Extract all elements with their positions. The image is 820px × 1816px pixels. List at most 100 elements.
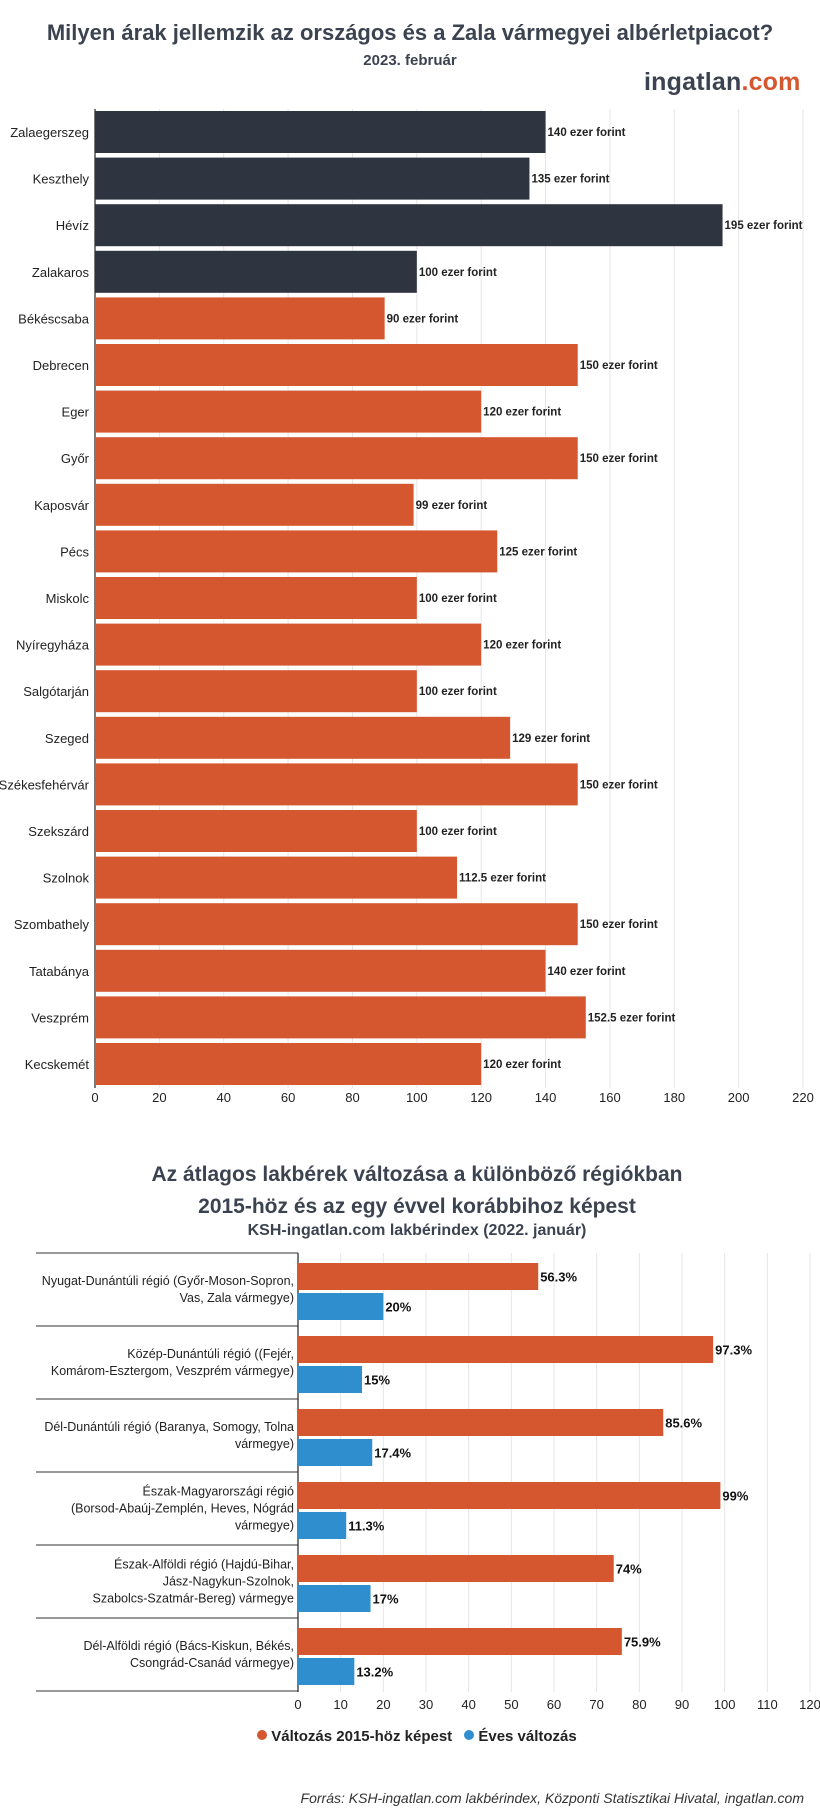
chart-legend: Változás 2015-höz képest Éves változás <box>0 1728 820 1745</box>
value-label: 100 ezer forint <box>419 826 497 838</box>
category-label: Szolnok <box>43 871 90 886</box>
value-label: 152.5 ezer forint <box>588 1012 676 1024</box>
region-label: Közép-Dunántúli régió ((Fejér, <box>127 1347 294 1361</box>
x-tick-label: 0 <box>294 1697 301 1712</box>
value-label-2015: 74% <box>616 1562 642 1577</box>
region-label: Észak-Magyarországi régió <box>143 1484 294 1499</box>
value-label: 125 ezer forint <box>499 546 577 558</box>
x-tick-label: 40 <box>461 1697 475 1712</box>
bar <box>95 111 546 153</box>
bar-change-2015 <box>298 1263 539 1290</box>
category-label: Debrecen <box>33 358 89 373</box>
category-label: Győr <box>61 451 90 466</box>
value-label: 120 ezer forint <box>483 640 561 652</box>
rent-price-bar-chart: 0 20 40 60 80 100 120 140 160 180 200 220 Zalaegersz… <box>0 109 814 1105</box>
category-label: Kecskemét <box>25 1057 90 1072</box>
x-tick-label: 120 <box>799 1697 820 1712</box>
x-tick-label: 140 <box>535 1090 557 1105</box>
x-tick-label: 50 <box>504 1697 518 1712</box>
bar <box>95 716 511 759</box>
bar <box>95 437 578 480</box>
x-tick-label: 160 <box>599 1090 621 1105</box>
bar-annual-change <box>298 1366 362 1393</box>
bar-annual-change <box>298 1585 371 1612</box>
x-tick-label: 100 <box>714 1697 736 1712</box>
category-label: Hévíz <box>56 218 89 233</box>
value-label: 195 ezer forint <box>725 220 803 232</box>
category-label: Székesfehérvár <box>0 777 90 792</box>
bar-change-2015 <box>298 1409 664 1436</box>
bar-change-2015 <box>298 1555 614 1582</box>
legend-item-annual: Éves változás <box>464 1728 577 1745</box>
category-label: Szekszárd <box>28 824 89 839</box>
bar <box>95 344 578 386</box>
x-tick-label: 30 <box>419 1697 433 1712</box>
category-label: Nyíregyháza <box>16 638 90 653</box>
x-tick-label: 0 <box>91 1090 98 1105</box>
category-label: Békéscsaba <box>18 311 90 326</box>
second-chart-title-line2: 2015-höz és az egy évvel korábbihoz képe… <box>198 1195 636 1218</box>
x-tick-label: 90 <box>675 1697 689 1712</box>
x-tick-label: 60 <box>547 1697 561 1712</box>
region-label: Szabolcs-Szatmár-Bereg) vármegye <box>93 1592 295 1606</box>
region-label: (Borsod-Abaúj-Zemplén, Heves, Nógrád <box>71 1502 294 1516</box>
x-tick-label: 70 <box>589 1697 603 1712</box>
x-tick-label: 120 <box>470 1090 492 1105</box>
region-label: vármegye) <box>235 1519 294 1533</box>
category-label: Zalaegerszeg <box>10 125 89 140</box>
category-label: Szombathely <box>14 917 90 932</box>
value-label: 140 ezer forint <box>548 127 626 139</box>
x-tick-label: 80 <box>345 1090 359 1105</box>
brand-name: ingatlan <box>644 68 742 96</box>
region-label: Nyugat-Dunántúli régió (Győr-Moson-Sopro… <box>42 1274 294 1288</box>
bar <box>95 250 417 293</box>
value-label-annual: 13.2% <box>356 1665 393 1680</box>
value-label: 150 ezer forint <box>580 453 658 465</box>
category-label: Keszthely <box>33 172 90 187</box>
bar-change-2015 <box>298 1628 622 1655</box>
region-label: vármegye) <box>235 1437 294 1451</box>
value-label-annual: 11.3% <box>348 1519 385 1534</box>
value-label: 150 ezer forint <box>580 360 658 372</box>
category-label: Salgótarján <box>23 684 89 699</box>
value-label: 150 ezer forint <box>580 919 658 931</box>
value-label-annual: 15% <box>364 1373 390 1388</box>
value-label: 135 ezer forint <box>531 174 609 186</box>
value-label: 112.5 ezer forint <box>459 873 546 885</box>
bar <box>95 577 417 619</box>
bar <box>95 996 586 1039</box>
category-label: Miskolc <box>46 591 90 606</box>
bar-change-2015 <box>298 1482 721 1509</box>
value-label: 129 ezer forint <box>512 733 590 745</box>
category-label: Zalakaros <box>32 265 90 280</box>
region-label: Csongrád-Csanád vármegye) <box>130 1656 294 1670</box>
x-tick-label: 110 <box>757 1697 778 1712</box>
brand-logo: ingatlan.com <box>644 68 801 97</box>
region-label: Dél-Alföldi régió (Bács-Kiskun, Békés, <box>84 1639 295 1653</box>
bar-annual-change <box>298 1293 384 1320</box>
bar <box>95 856 458 899</box>
brand-tld: .com <box>741 68 801 96</box>
legend-label-annual: Éves változás <box>478 1728 577 1745</box>
x-tick-label: 80 <box>632 1697 646 1712</box>
category-label: Tatabánya <box>29 964 90 979</box>
x-tick-label: 10 <box>333 1697 347 1712</box>
bar <box>95 623 482 666</box>
x-tick-label: 40 <box>216 1090 230 1105</box>
value-label: 150 ezer forint <box>580 779 658 791</box>
bar-annual-change <box>298 1512 347 1539</box>
legend-swatch-2015 <box>257 1730 268 1740</box>
bar <box>95 530 498 573</box>
value-label-annual: 17.4% <box>374 1446 411 1461</box>
region-label: Jász-Nagykun-Szolnok, <box>163 1575 294 1589</box>
x-tick-label: 180 <box>663 1090 685 1105</box>
category-label: Szeged <box>45 731 89 746</box>
region-label: Dél-Dunántúli régió (Baranya, Somogy, To… <box>44 1420 294 1434</box>
value-label: 140 ezer forint <box>548 966 626 978</box>
value-label: 100 ezer forint <box>419 267 497 279</box>
bar <box>95 903 578 946</box>
legend-swatch-annual <box>464 1730 475 1740</box>
bar <box>95 949 546 992</box>
region-label: Komárom-Esztergom, Veszprém vármegye) <box>51 1364 294 1378</box>
bar <box>95 763 578 806</box>
